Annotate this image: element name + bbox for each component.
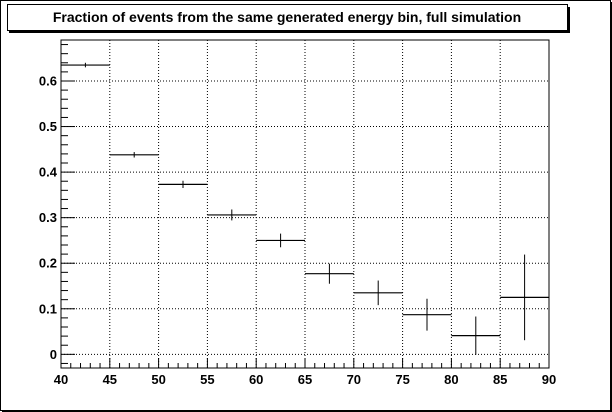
x-tick-label: 80	[444, 372, 458, 387]
histogram-bin	[353, 280, 403, 306]
histogram-bin	[500, 254, 549, 341]
grid-lines	[61, 40, 549, 368]
x-tick-label: 55	[200, 372, 214, 387]
histogram-bin	[451, 316, 501, 355]
x-tick-label: 70	[347, 372, 361, 387]
histogram-bin	[305, 263, 354, 284]
x-tick-label: 45	[103, 372, 117, 387]
title-box	[7, 4, 568, 31]
histogram-bin	[61, 62, 110, 68]
canvas-frame-shadow-right	[610, 2, 612, 412]
histogram-bin	[256, 233, 305, 248]
y-tick-label: 0.5	[39, 119, 57, 134]
axes: 40 45 50 55 60 65 70 75 80 85 90 0 0.1 0.2 0.3 0.4 0.5 0.…	[39, 44, 556, 387]
y-tick-label: 0	[50, 347, 57, 362]
x-tick-label: 40	[54, 372, 68, 387]
x-tick-label: 85	[493, 372, 507, 387]
histogram-series	[61, 62, 549, 355]
y-tick-label: 0.4	[39, 165, 58, 180]
y-tick-label: 0.1	[39, 301, 57, 316]
y-tick-label: 0.3	[39, 210, 57, 225]
histogram-bin	[158, 180, 208, 189]
chart-title: Fraction of events from the same generat…	[53, 9, 521, 25]
x-tick-label: 75	[395, 372, 409, 387]
y-tick-label: 0.2	[39, 256, 57, 271]
x-tick-label: 60	[249, 372, 263, 387]
canvas-frame-shadow-bottom	[2, 410, 612, 412]
x-tick-label: 50	[151, 372, 165, 387]
x-tick-label: 90	[542, 372, 556, 387]
histogram-bin	[402, 298, 452, 331]
histogram-bin	[109, 152, 159, 158]
x-tick-label: 65	[298, 372, 312, 387]
y-tick-label: 0.6	[39, 74, 57, 89]
histogram-bin	[207, 209, 257, 221]
